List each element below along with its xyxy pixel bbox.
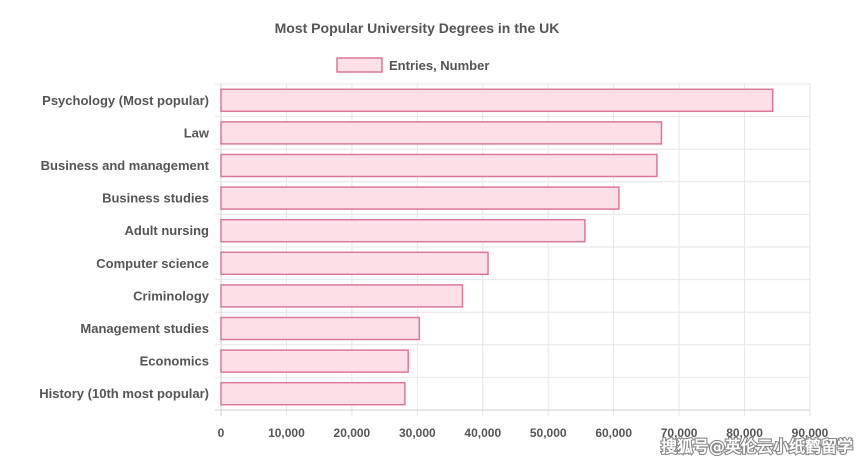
legend[interactable]: Entries, Number bbox=[336, 57, 489, 73]
x-tick-label: 20,000 bbox=[334, 426, 371, 440]
bar[interactable] bbox=[220, 218, 586, 243]
x-tick-label: 60,000 bbox=[595, 426, 632, 440]
category-labels: Psychology (Most popular) Law Business and… bbox=[39, 93, 210, 401]
bar[interactable] bbox=[220, 251, 489, 276]
bar[interactable] bbox=[220, 349, 409, 373]
category-label: Law bbox=[184, 125, 210, 140]
watermark-text: 搜狐号@英伦云小纸鹤留学 bbox=[661, 437, 853, 456]
x-tick-label: 70,000 bbox=[661, 426, 698, 440]
category-label: Business studies bbox=[102, 191, 209, 206]
bar[interactable] bbox=[220, 186, 620, 210]
category-label: Adult nursing bbox=[125, 223, 210, 238]
x-tick-label: 90,000 bbox=[792, 426, 829, 440]
category-label: Management studies bbox=[80, 321, 209, 336]
x-axis-tick-labels: 0 10,000 20,000 30,000 40,000 50,000 60,000 70,… bbox=[218, 426, 829, 440]
chart-title: Most Popular University Degrees in the U… bbox=[275, 20, 560, 36]
category-label: Criminology bbox=[133, 288, 210, 303]
bar[interactable] bbox=[220, 381, 406, 406]
legend-swatch bbox=[336, 57, 383, 73]
x-tick-label: 50,000 bbox=[530, 426, 567, 440]
bar[interactable] bbox=[220, 121, 663, 145]
x-tick-label: 0 bbox=[218, 426, 225, 440]
bar[interactable] bbox=[220, 153, 658, 178]
category-label: Computer science bbox=[96, 256, 209, 271]
watermark: 搜狐号@英伦云小纸鹤留学 bbox=[660, 436, 854, 457]
x-tick-label: 10,000 bbox=[268, 426, 305, 440]
bar[interactable] bbox=[220, 284, 464, 308]
category-label: Business and management bbox=[41, 158, 210, 173]
x-tick-label: 40,000 bbox=[464, 426, 501, 440]
category-label: Psychology (Most popular) bbox=[42, 93, 209, 108]
bars bbox=[220, 88, 774, 406]
legend-label: Entries, Number bbox=[389, 58, 489, 73]
category-label: History (10th most popular) bbox=[39, 386, 209, 401]
category-label: Economics bbox=[140, 354, 209, 369]
x-tick-label: 30,000 bbox=[399, 426, 436, 440]
bar[interactable] bbox=[220, 88, 774, 113]
x-tick-label: 80,000 bbox=[726, 426, 763, 440]
bar[interactable] bbox=[220, 316, 421, 341]
